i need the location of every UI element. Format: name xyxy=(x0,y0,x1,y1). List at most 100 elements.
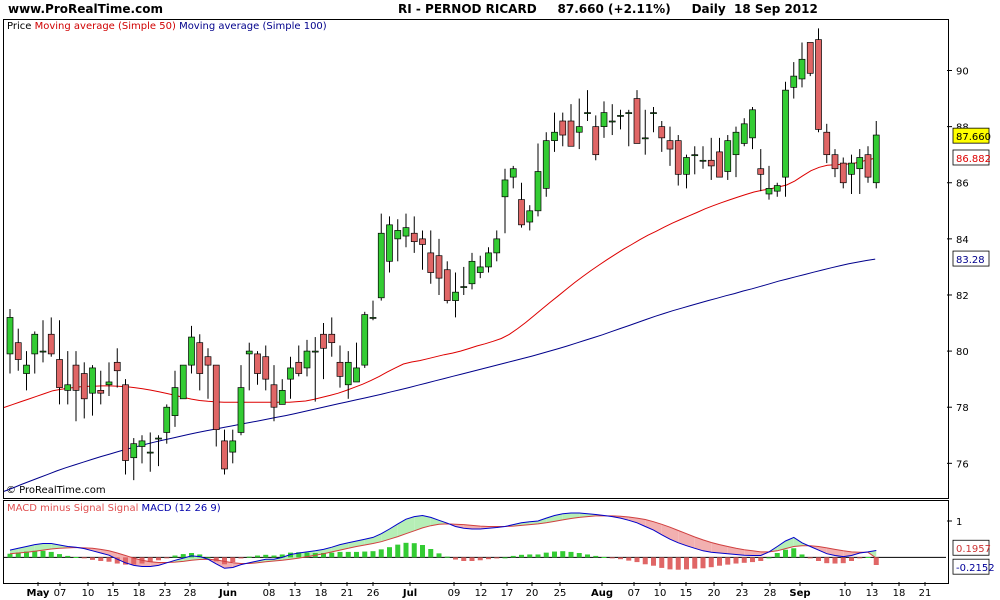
x-tick-label: 20 xyxy=(708,588,721,599)
candle-body xyxy=(534,171,542,212)
candle-body xyxy=(113,361,121,372)
macd-histogram-bar xyxy=(560,551,566,558)
y-tick-label: 82 xyxy=(956,291,969,302)
chart-header: www.ProRealTime.com RI - PERNOD RICARD 8… xyxy=(0,0,1000,18)
macd-histogram-bar xyxy=(255,555,260,558)
candle-body xyxy=(6,317,14,355)
macd-histogram-bar xyxy=(585,554,590,558)
candle-body xyxy=(518,199,525,226)
candle-body xyxy=(674,140,682,175)
macd-histogram-bar xyxy=(593,555,599,558)
y-tick-label: 80 xyxy=(956,347,969,358)
ma100-badge: 83.28 xyxy=(956,255,985,266)
ma50-badge-box xyxy=(952,149,990,166)
macd-histogram-bar xyxy=(642,557,648,565)
candle-body xyxy=(592,126,600,156)
y-tick-label: 76 xyxy=(956,459,969,470)
macd-histogram-bar xyxy=(832,557,838,564)
x-tick-label: 18 xyxy=(893,588,906,599)
macd-fill xyxy=(364,537,373,545)
macd-fill xyxy=(653,521,662,535)
candle-body xyxy=(468,260,476,285)
macd-histogram-bar xyxy=(73,557,79,558)
x-tick-label: 18 xyxy=(133,588,146,599)
macd-fill xyxy=(694,537,703,551)
macd-histogram-bar xyxy=(98,557,104,561)
candle-body xyxy=(72,364,80,391)
macd-histogram-bar xyxy=(197,554,203,558)
macd-histogram-bar xyxy=(766,557,772,559)
chart-title: RI - PERNOD RICARD 87.660 (+2.11%) Daily… xyxy=(398,2,818,16)
x-tick-label: 15 xyxy=(680,588,693,599)
candle-body xyxy=(625,112,633,114)
candle-body xyxy=(765,188,773,195)
macd-fill xyxy=(835,549,844,557)
candle-body xyxy=(278,390,286,405)
legend-ma100: Moving average (Simple 100) xyxy=(179,21,327,32)
site-name[interactable]: www.ProRealTime.com xyxy=(8,2,163,16)
x-tick-label: May xyxy=(27,588,50,599)
macd-histogram-bar xyxy=(667,557,673,570)
macd-fill xyxy=(571,513,580,519)
macd-histogram-bar xyxy=(618,557,623,560)
macd-histogram-bar xyxy=(378,549,384,558)
candle-body xyxy=(229,440,237,453)
macd-fill xyxy=(628,517,637,523)
macd-histogram-bar xyxy=(213,557,219,562)
candle-body xyxy=(303,350,311,369)
candle-body xyxy=(864,154,872,178)
macd-fill xyxy=(381,529,390,542)
macd-badge-box xyxy=(952,539,990,556)
candle-body xyxy=(130,443,138,459)
x-tick-label: 13 xyxy=(289,588,302,599)
macd-histogram-bar xyxy=(106,557,112,562)
candle-body xyxy=(716,151,723,178)
candle-body xyxy=(155,437,162,440)
x-tick-label: 13 xyxy=(866,588,879,599)
macd-histogram-bar xyxy=(576,553,582,558)
candle-body xyxy=(493,238,501,254)
macd-fill xyxy=(744,549,753,556)
macd-histogram-bar xyxy=(659,557,665,568)
macd-histogram-bar xyxy=(279,554,285,558)
macd-histogram-bar xyxy=(510,555,516,558)
x-tick-label: 25 xyxy=(554,588,567,599)
candle-body xyxy=(485,252,492,268)
candle-body xyxy=(526,210,534,223)
candle-body xyxy=(377,232,385,299)
macd-histogram-bar xyxy=(783,549,788,558)
candle-body xyxy=(31,333,39,355)
signal-badge-box xyxy=(952,558,990,575)
macd-histogram-bar xyxy=(156,557,161,561)
candle-body xyxy=(353,367,360,383)
macd-fill xyxy=(34,543,43,552)
macd-histogram-bar xyxy=(222,557,227,565)
candle-body xyxy=(245,350,253,355)
macd-y-tick-label: 1 xyxy=(956,517,962,528)
candle-body xyxy=(146,451,154,454)
x-tick-label: 23 xyxy=(159,588,172,599)
macd-histogram-bar xyxy=(114,557,120,564)
last-price-badge: 87.660 xyxy=(956,132,991,143)
macd-histogram-bar xyxy=(57,554,62,558)
macd-histogram-bar xyxy=(750,557,755,563)
x-tick-label: 09 xyxy=(448,588,461,599)
candle-body xyxy=(691,154,699,157)
macd-histogram-bar xyxy=(428,549,434,558)
macd-histogram-bar xyxy=(675,557,681,570)
macd-histogram-bar xyxy=(362,551,368,558)
macd-histogram-bar xyxy=(873,557,879,565)
macd-histogram-bar xyxy=(717,557,722,566)
x-tick-label: 28 xyxy=(184,588,197,599)
candle-body xyxy=(724,140,732,172)
macd-histogram-bar xyxy=(725,557,731,565)
candle-body xyxy=(806,42,814,74)
x-tick-label: 12 xyxy=(475,588,488,599)
macd-histogram-bar xyxy=(420,545,425,558)
x-tick-label: 21 xyxy=(919,588,932,599)
candle-body xyxy=(650,112,657,114)
macd-histogram-bar xyxy=(527,554,533,558)
candle-body xyxy=(501,179,509,198)
price-panel[interactable] xyxy=(3,19,949,499)
macd-histogram-bar xyxy=(180,554,186,558)
